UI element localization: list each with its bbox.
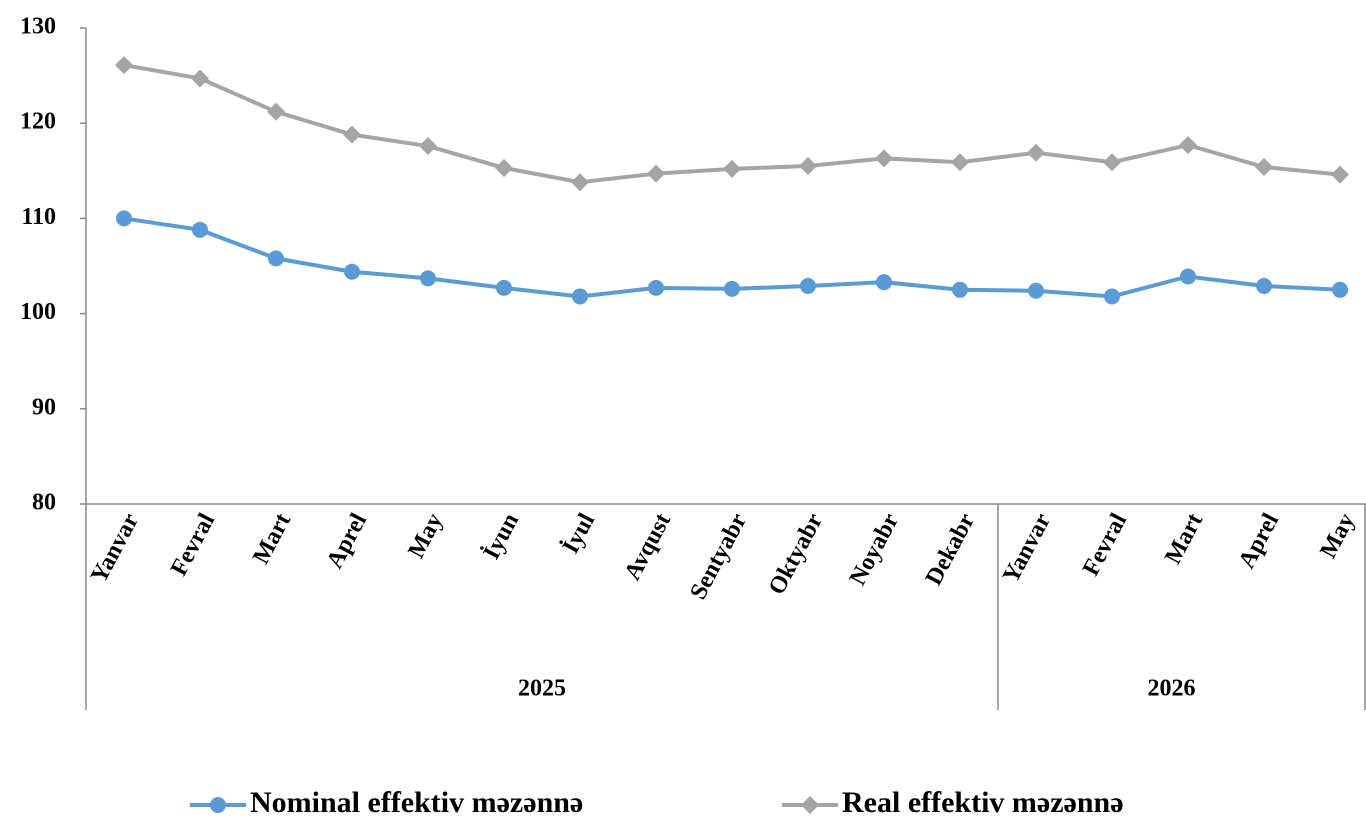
data-point	[192, 221, 208, 238]
x-tick-label: Dekabr	[921, 509, 980, 590]
data-point	[724, 280, 740, 297]
y-tick-label: 110	[21, 204, 56, 230]
x-tick-label: Fevral	[1078, 509, 1132, 580]
data-point	[1027, 143, 1045, 162]
data-point	[952, 281, 968, 298]
data-point	[419, 137, 437, 156]
data-point	[267, 102, 285, 121]
data-point	[1256, 277, 1272, 294]
x-tick-label: Aprel	[1234, 509, 1284, 573]
data-point	[420, 270, 436, 287]
data-point	[1255, 157, 1273, 176]
data-point	[875, 149, 893, 168]
group-label: 2025	[518, 676, 566, 702]
y-tick-label: 100	[20, 299, 56, 325]
x-tick-label: Yanvar	[86, 509, 144, 587]
y-tick-label: 80	[32, 490, 56, 516]
data-point	[876, 274, 892, 291]
data-point	[1104, 288, 1120, 305]
legend-marker	[801, 796, 819, 814]
y-tick-label: 90	[32, 394, 56, 420]
x-tick-label: Yanvar	[998, 509, 1056, 587]
legend-label: Nominal effektiv məzənnə	[250, 786, 583, 819]
data-point	[115, 56, 133, 75]
data-point	[1028, 282, 1044, 299]
x-tick-label: Fevral	[166, 509, 220, 580]
data-point	[1332, 281, 1348, 298]
data-point	[268, 250, 284, 267]
x-tick-label: Noyabr	[845, 509, 904, 590]
y-tick-label: 120	[20, 109, 56, 135]
data-point	[116, 210, 132, 227]
group-label: 2026	[1148, 676, 1196, 702]
legend-label: Real effektiv məzənnə	[842, 786, 1124, 819]
data-point	[191, 69, 209, 88]
x-tick-label: Mart	[1160, 509, 1208, 568]
x-tick-label: Sentyabr	[685, 509, 752, 604]
legend-marker	[210, 797, 226, 813]
x-tick-label: Oktyabr	[764, 509, 828, 599]
x-tick-label: May	[1315, 509, 1360, 562]
x-tick-label: Avqust	[620, 509, 677, 584]
x-tick-label: Aprel	[322, 509, 372, 573]
data-point	[1179, 136, 1197, 155]
x-tick-label: İyul	[558, 509, 601, 558]
data-point	[1103, 153, 1121, 172]
data-point	[1331, 165, 1349, 184]
x-tick-label: İyun	[479, 509, 525, 564]
x-tick-label: Mart	[248, 509, 296, 568]
data-point	[496, 279, 512, 296]
data-point	[1180, 268, 1196, 285]
y-tick-label: 130	[20, 14, 56, 40]
data-point	[723, 159, 741, 178]
data-point	[572, 288, 588, 305]
data-point	[647, 164, 665, 183]
data-point	[799, 157, 817, 176]
data-point	[495, 158, 513, 177]
data-point	[951, 153, 969, 172]
x-tick-label: May	[403, 509, 448, 562]
data-point	[344, 263, 360, 280]
data-point	[571, 173, 589, 192]
data-point	[800, 277, 816, 294]
data-point	[343, 125, 361, 144]
data-point	[648, 279, 664, 296]
